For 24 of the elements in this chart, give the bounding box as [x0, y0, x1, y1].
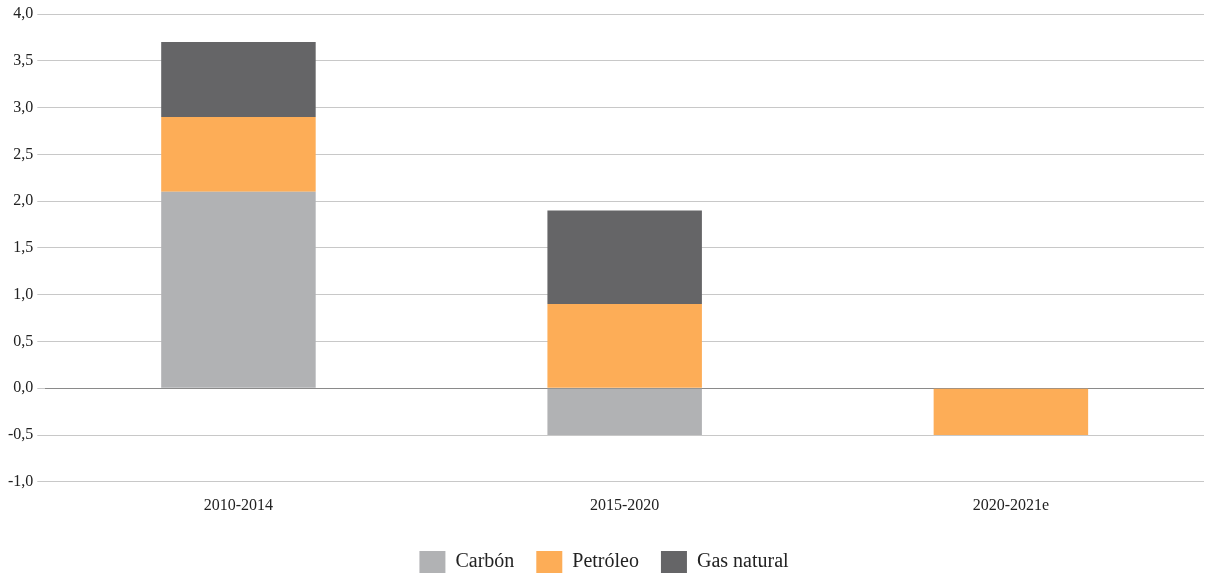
y-tick-label: 0,5: [13, 331, 34, 349]
bar: [161, 191, 316, 388]
bar: [933, 388, 1089, 436]
y-tick-label: 4,0: [13, 4, 34, 22]
legend-label: Carbón: [455, 549, 515, 572]
bar: [547, 388, 702, 436]
y-tick-label: 2,0: [13, 191, 34, 209]
bar: [161, 116, 316, 192]
y-tick-label: 3,0: [13, 97, 34, 115]
bar: [161, 42, 316, 117]
legend-label: Gas natural: [696, 549, 790, 572]
y-tick-label: 1,0: [13, 284, 34, 302]
y-tick-label: 0,0: [13, 378, 34, 396]
y-tick-label: -0,5: [8, 425, 34, 443]
bar: [547, 210, 702, 305]
x-tick-label: 2020-2021e: [972, 495, 1050, 513]
x-tick-label: 2010-2014: [203, 495, 274, 513]
y-tick-label: 1,5: [13, 238, 34, 256]
y-tick-label: -1,0: [8, 472, 34, 489]
legend-label: Petróleo: [572, 549, 639, 572]
bar: [547, 304, 702, 388]
y-tick-label: 2,5: [13, 144, 34, 162]
x-tick-label: 2015-2020: [590, 495, 660, 513]
y-tick-label: 3,5: [13, 50, 34, 68]
